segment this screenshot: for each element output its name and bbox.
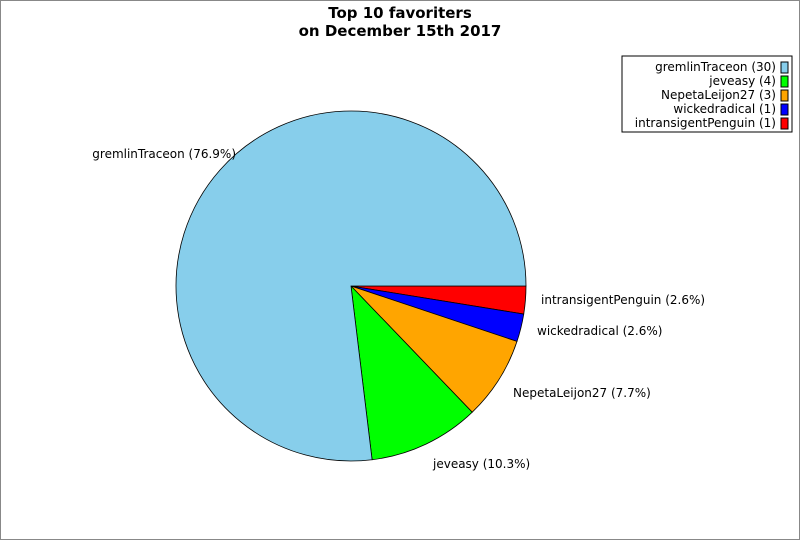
- slice-label-jeveasy: jeveasy (10.3%): [432, 457, 530, 471]
- pie-slice-jeveasy: [350, 284, 473, 461]
- slice-label-intransigentPenguin: intransigentPenguin (2.6%): [541, 293, 705, 307]
- legend-label-NepetaLeijon27: NepetaLeijon27 (3): [661, 88, 776, 102]
- slice-label-wickedradical: wickedradical (2.6%): [537, 324, 662, 338]
- legend-swatch-jeveasy: [780, 75, 789, 88]
- legend: gremlinTraceon (30)jeveasy (4)NepetaLeij…: [621, 55, 793, 133]
- chart-title-line-2: on December 15th 2017: [299, 22, 502, 40]
- legend-label-gremlinTraceon: gremlinTraceon (30): [655, 60, 776, 74]
- slice-label-gremlinTraceon: gremlinTraceon (76.9%): [92, 147, 236, 161]
- legend-label-wickedradical: wickedradical (1): [673, 102, 776, 116]
- legend-swatch-gremlinTraceon: [780, 61, 789, 74]
- legend-swatch-wickedradical: [780, 103, 789, 116]
- legend-label-intransigentPenguin: intransigentPenguin (1): [635, 116, 776, 130]
- legend-label-jeveasy: jeveasy (4): [708, 74, 776, 88]
- slice-label-NepetaLeijon27: NepetaLeijon27 (7.7%): [513, 386, 651, 400]
- legend-swatch-intransigentPenguin: [780, 117, 789, 130]
- chart-title-line-1: Top 10 favoriters: [328, 4, 472, 22]
- pie-slice-gremlinTraceon: [175, 110, 527, 462]
- legend-swatch-NepetaLeijon27: [780, 89, 789, 102]
